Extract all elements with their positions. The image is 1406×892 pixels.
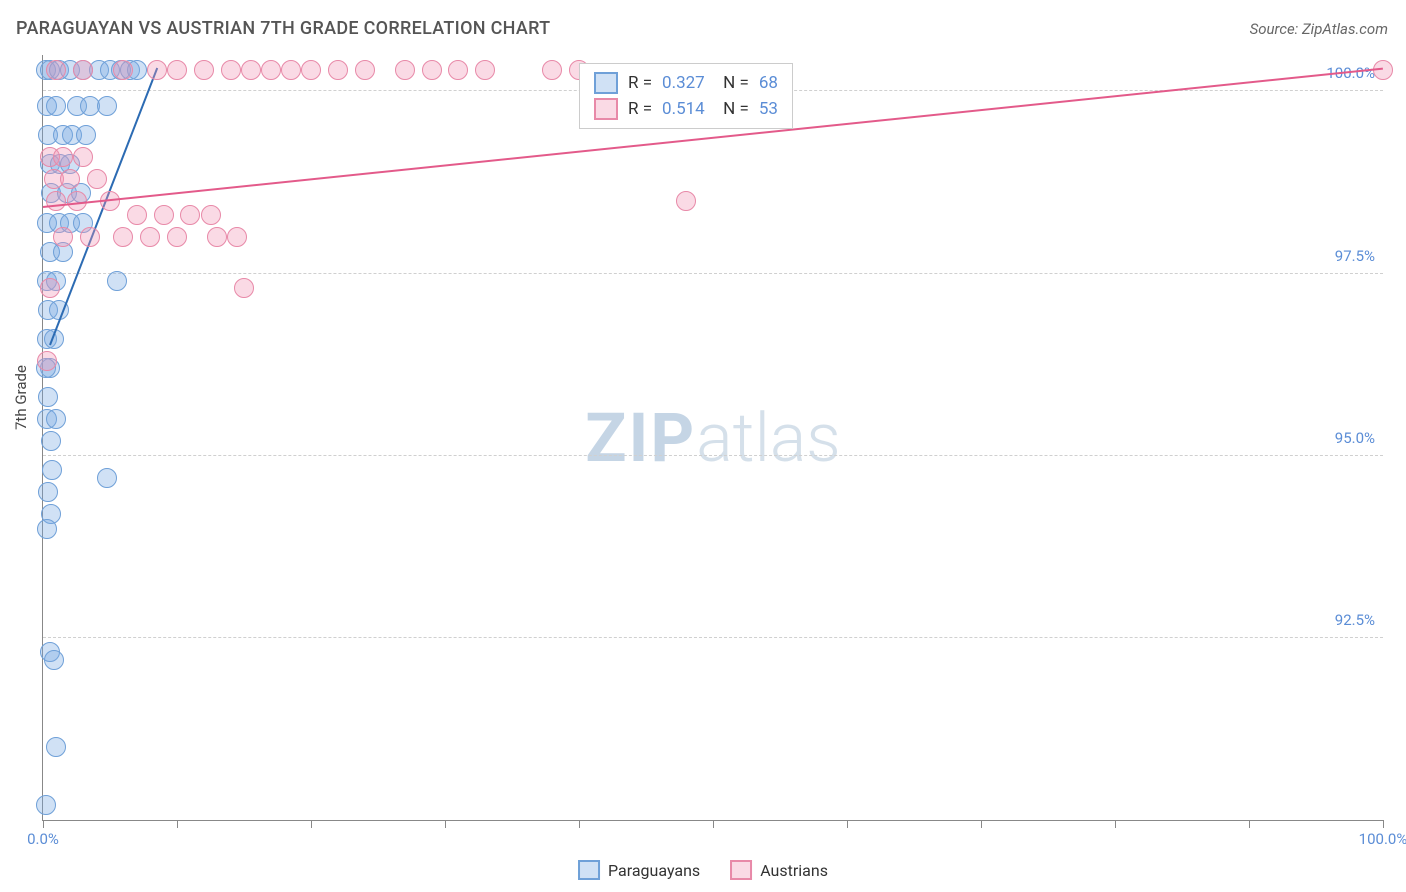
scatter-point: [37, 519, 57, 539]
y-tick-label: 97.5%: [1335, 247, 1375, 265]
scatter-point: [328, 60, 348, 80]
scatter-point: [46, 60, 66, 80]
scatter-point: [73, 147, 93, 167]
y-tick-label: 95.0%: [1335, 429, 1375, 447]
scatter-point: [46, 737, 66, 757]
scatter-point: [53, 147, 73, 167]
scatter-point: [46, 191, 66, 211]
scatter-point: [281, 60, 301, 80]
x-tick: [847, 820, 848, 828]
scatter-point: [80, 227, 100, 247]
scatter-point: [97, 96, 117, 116]
legend-item: Paraguayans: [578, 860, 700, 880]
scatter-point: [227, 227, 247, 247]
plot-area: ZIPatlas 92.5%95.0%97.5%100.0%0.0%100.0%…: [42, 55, 1383, 821]
legend-swatch: [594, 98, 618, 120]
gridline: [43, 455, 1383, 456]
scatter-point: [38, 387, 58, 407]
scatter-point: [113, 60, 133, 80]
x-tick: [579, 820, 580, 828]
legend-swatch: [594, 72, 618, 94]
chart-title: PARAGUAYAN VS AUSTRIAN 7TH GRADE CORRELA…: [16, 18, 550, 39]
bottom-legend: Paraguayans Austrians: [578, 860, 828, 880]
legend-swatch: [578, 860, 600, 880]
scatter-point: [76, 125, 96, 145]
scatter-point: [395, 60, 415, 80]
scatter-point: [355, 60, 375, 80]
x-tick: [981, 820, 982, 828]
chart-container: PARAGUAYAN VS AUSTRIAN 7TH GRADE CORRELA…: [0, 0, 1406, 892]
legend-row: R = 0.514 N = 53: [594, 96, 778, 122]
scatter-point: [38, 482, 58, 502]
scatter-point: [37, 351, 57, 371]
scatter-point: [127, 205, 147, 225]
x-tick: [177, 820, 178, 828]
gridline: [43, 273, 1383, 274]
scatter-point: [87, 169, 107, 189]
y-tick-label: 92.5%: [1335, 611, 1375, 629]
x-tick: [1249, 820, 1250, 828]
scatter-point: [180, 205, 200, 225]
scatter-point: [140, 227, 160, 247]
scatter-point: [113, 227, 133, 247]
scatter-point: [475, 60, 495, 80]
scatter-point: [241, 60, 261, 80]
scatter-point: [221, 60, 241, 80]
scatter-point: [36, 795, 56, 815]
scatter-point: [448, 60, 468, 80]
legend-label: Austrians: [760, 861, 828, 880]
x-tick-label: 0.0%: [27, 830, 59, 848]
scatter-point: [147, 60, 167, 80]
scatter-point: [261, 60, 281, 80]
legend-swatch: [730, 860, 752, 880]
legend-row: R = 0.327 N = 68: [594, 70, 778, 96]
scatter-point: [73, 60, 93, 80]
scatter-point: [234, 278, 254, 298]
scatter-point: [41, 431, 61, 451]
scatter-point: [301, 60, 321, 80]
scatter-point: [676, 191, 696, 211]
scatter-point: [60, 169, 80, 189]
scatter-point: [201, 205, 221, 225]
scatter-point: [97, 468, 117, 488]
legend-label: Paraguayans: [608, 861, 700, 880]
scatter-point: [46, 96, 66, 116]
scatter-point: [44, 650, 64, 670]
scatter-point: [194, 60, 214, 80]
scatter-point: [422, 60, 442, 80]
scatter-point: [107, 271, 127, 291]
scatter-point: [167, 227, 187, 247]
watermark: ZIPatlas: [585, 398, 841, 478]
stats-legend: R = 0.327 N = 68R = 0.514 N = 53: [579, 63, 793, 129]
scatter-point: [40, 278, 60, 298]
scatter-point: [46, 409, 66, 429]
x-tick: [311, 820, 312, 828]
x-tick: [445, 820, 446, 828]
legend-item: Austrians: [730, 860, 828, 880]
y-axis-label: 7th Grade: [12, 365, 30, 430]
x-tick: [1383, 820, 1384, 828]
gridline: [43, 637, 1383, 638]
scatter-point: [42, 460, 62, 480]
scatter-point: [167, 60, 187, 80]
scatter-point: [542, 60, 562, 80]
x-tick-label: 100.0%: [1359, 830, 1406, 848]
x-tick: [1115, 820, 1116, 828]
scatter-point: [154, 205, 174, 225]
scatter-point: [53, 227, 73, 247]
x-tick: [43, 820, 44, 828]
source-label: Source: ZipAtlas.com: [1250, 20, 1388, 38]
x-tick: [713, 820, 714, 828]
scatter-point: [207, 227, 227, 247]
